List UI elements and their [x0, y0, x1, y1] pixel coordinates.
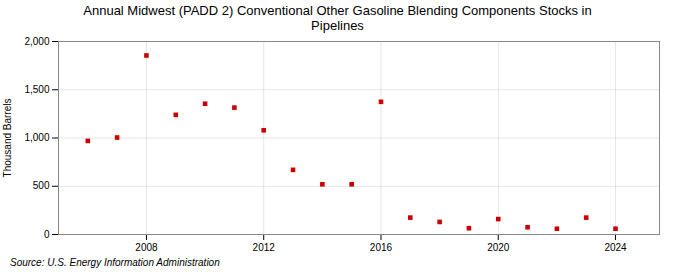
svg-text:2008: 2008 [135, 242, 158, 253]
svg-text:Thousand Barrels: Thousand Barrels [2, 99, 13, 178]
svg-text:2,000: 2,000 [24, 36, 49, 47]
svg-text:500: 500 [33, 180, 50, 191]
svg-text:1,000: 1,000 [24, 132, 49, 143]
svg-text:2024: 2024 [604, 242, 627, 253]
svg-text:2020: 2020 [487, 242, 510, 253]
svg-text:0: 0 [44, 229, 50, 240]
html-text:Annual Midwest (PADD 2) Conven: Annual Midwest (PADD 2) Conventional Oth… [83, 3, 592, 33]
svg-text:2012: 2012 [253, 242, 276, 253]
svg-text:2016: 2016 [370, 242, 393, 253]
html-text:Source: U.S. Energy Informatio: Source: U.S. Energy Information Administ… [10, 257, 220, 268]
svg-text:1,500: 1,500 [24, 84, 49, 95]
